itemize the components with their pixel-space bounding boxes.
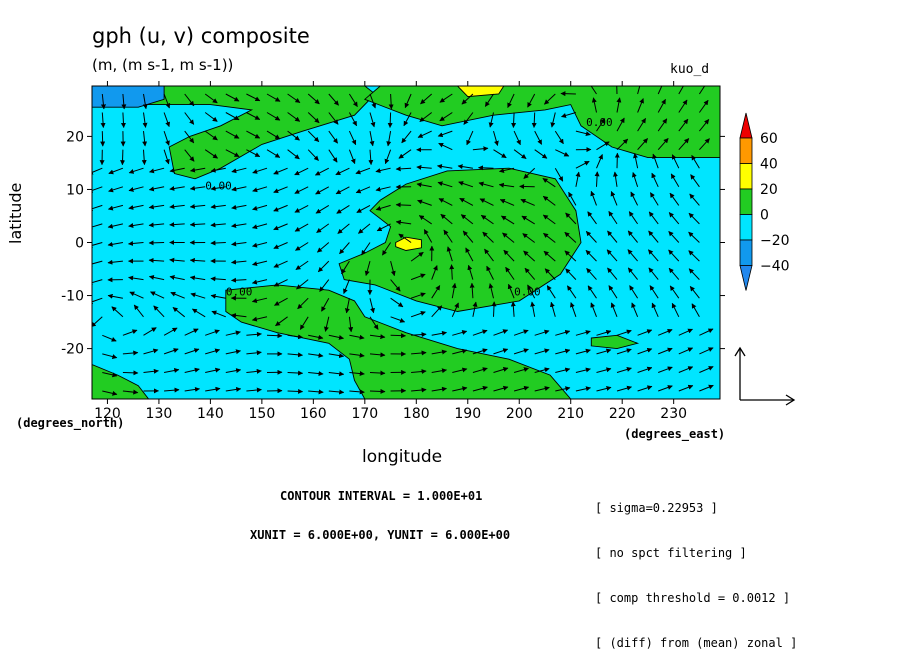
- wind-vector: [513, 113, 514, 128]
- colorbar-segment: [740, 164, 752, 190]
- x-axis-units: (degrees_east): [624, 427, 725, 441]
- plot-notes: [ sigma=0.22953 ] [ no spct filtering ] …: [595, 471, 797, 666]
- wind-vector: [391, 335, 406, 336]
- chart-units: (m, (m s-1, m s-1)): [92, 56, 233, 74]
- wind-vector: [534, 113, 535, 128]
- x-axis-label: longitude: [362, 447, 442, 467]
- reference-vector: [735, 348, 794, 405]
- wind-vector: [102, 131, 103, 146]
- wind-vector: [267, 335, 282, 336]
- contour-interval: CONTOUR INTERVAL = 1.000E+01: [280, 489, 482, 503]
- wind-vector: [122, 150, 123, 165]
- note-diff: [ (diff) from (mean) zonal ]: [595, 636, 797, 651]
- colorbar-segment: [740, 240, 752, 266]
- colorbar-label: 40: [760, 157, 778, 173]
- colorbar: 60 40 20 0 −20 −40: [740, 113, 790, 291]
- wind-vector: [390, 113, 391, 128]
- x-tick-label: 160: [300, 406, 327, 422]
- colorbar-label: 20: [760, 182, 778, 198]
- note-threshold: [ comp threshold = 0.0012 ]: [595, 591, 797, 606]
- x-tick-label: 150: [249, 406, 276, 422]
- y-tick-label: 0: [75, 236, 84, 252]
- dataset-label: kuo_d: [670, 62, 709, 77]
- wind-vector: [288, 391, 303, 392]
- colorbar-label: 60: [760, 131, 778, 147]
- colorbar-segment: [740, 138, 752, 164]
- wind-vector: [123, 373, 138, 374]
- colorbar-label: 0: [760, 208, 769, 224]
- wind-vector: [370, 391, 385, 392]
- x-tick-label: 140: [197, 406, 224, 422]
- y-tick-label: -10: [61, 289, 84, 305]
- contour-label: 0.00: [205, 179, 232, 192]
- contour-label: 0.00: [226, 286, 253, 299]
- colorbar-label: −20: [760, 233, 790, 249]
- contour-label: 0.00: [514, 286, 541, 299]
- wind-vector: [211, 243, 226, 244]
- x-tick-label: 230: [660, 406, 687, 422]
- x-tick-label: 210: [557, 406, 584, 422]
- colorbar-label: −40: [760, 259, 790, 275]
- vector-units: XUNIT = 6.000E+00, YUNIT = 6.000E+00: [250, 528, 510, 542]
- y-tick-label: -20: [61, 342, 84, 358]
- y-axis-label: latitude: [6, 183, 25, 244]
- x-tick-label: 190: [454, 406, 481, 422]
- chart-title: gph (u, v) composite: [92, 24, 310, 48]
- wind-vector: [149, 243, 164, 244]
- y-tick-label: 10: [66, 182, 84, 198]
- colorbar-segment: [740, 215, 752, 241]
- x-tick-label: 170: [351, 406, 378, 422]
- wind-vector: [561, 94, 576, 95]
- note-sigma: [ sigma=0.22953 ]: [595, 501, 797, 516]
- wind-vector: [396, 205, 411, 206]
- note-filtering: [ no spct filtering ]: [595, 546, 797, 561]
- colorbar-segment: [740, 189, 752, 215]
- colorbar-cap-top: [740, 113, 752, 138]
- x-tick-label: 180: [403, 406, 430, 422]
- x-tick-label: 130: [146, 406, 173, 422]
- colorbar-cap-bottom: [740, 266, 752, 291]
- x-tick-label: 200: [506, 406, 533, 422]
- y-tick-label: 20: [66, 129, 84, 145]
- x-tick-label: 220: [609, 406, 636, 422]
- wind-vector: [494, 302, 495, 317]
- y-axis-units: (degrees_north): [16, 416, 124, 430]
- wind-vector: [479, 168, 494, 169]
